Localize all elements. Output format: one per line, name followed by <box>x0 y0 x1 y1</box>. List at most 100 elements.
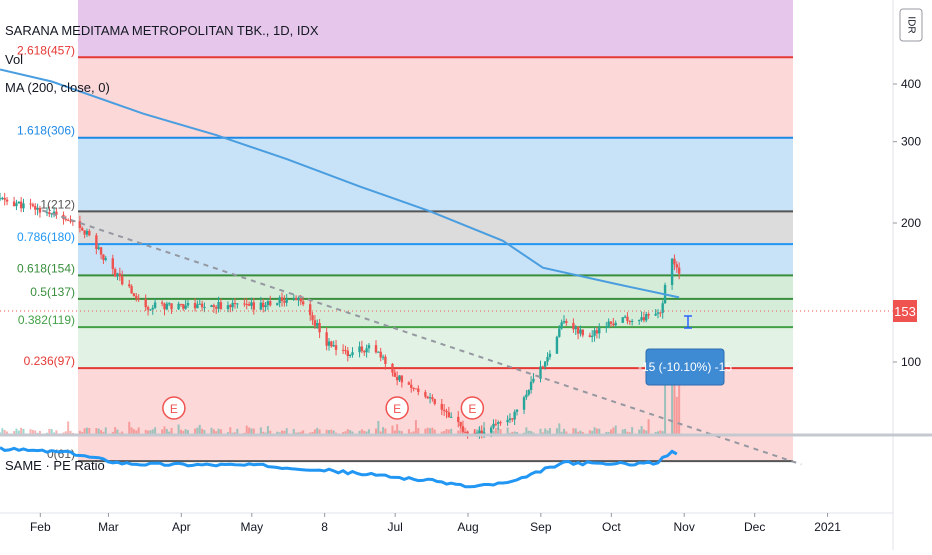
volume-bar <box>95 428 98 435</box>
volume-bar <box>104 427 107 435</box>
candle <box>374 340 378 354</box>
volume-bar <box>657 431 659 435</box>
candle <box>121 270 124 286</box>
volume-bar <box>431 427 434 435</box>
candle <box>170 303 173 314</box>
candle <box>266 298 270 310</box>
candle <box>348 353 352 358</box>
candle <box>499 420 502 426</box>
volume-bar <box>457 430 460 435</box>
volume-bar <box>631 427 634 435</box>
volume-bar <box>163 426 166 435</box>
volume-bar <box>196 427 199 435</box>
volume-bar <box>135 430 138 435</box>
currency-badge-box <box>899 8 923 42</box>
fib-level-label: 0.382(119) <box>18 313 75 327</box>
candle <box>431 394 434 402</box>
price-axis[interactable]: 100 200 300 400 <box>893 77 921 369</box>
volume-bar <box>412 431 415 435</box>
volume-bar <box>525 427 528 435</box>
candle <box>574 325 577 335</box>
svg-text:E: E <box>170 402 178 416</box>
candle <box>508 413 512 424</box>
chart-title[interactable]: SARANA MEDITAMA METROPOLITAN TBK., 1D, I… <box>5 23 319 38</box>
earnings-marker[interactable]: E <box>460 396 485 420</box>
candle <box>591 330 594 343</box>
volume-bar <box>266 425 269 435</box>
volume-bar <box>346 429 349 435</box>
time-axis[interactable]: Feb Mar Apr May 8 Jul Aug Sep Oct Nov Dec 2021 <box>30 513 841 534</box>
current-price-text: 153 <box>894 304 916 319</box>
volume-bar <box>100 430 103 435</box>
volume-bar <box>638 429 641 435</box>
volume-bar <box>132 429 135 435</box>
candle <box>48 206 51 218</box>
volume-bar <box>464 427 467 435</box>
volume-bar <box>424 428 427 435</box>
currency-badge-text: IDR <box>905 16 916 33</box>
volume-bar <box>88 427 91 435</box>
volume-bar <box>3 429 6 435</box>
candle <box>69 215 72 224</box>
volume-bar <box>539 428 542 435</box>
candle <box>102 254 105 265</box>
volume-bar <box>161 429 164 435</box>
earnings-marker[interactable]: E <box>162 396 186 420</box>
candle <box>313 315 317 329</box>
candle <box>344 345 347 355</box>
volume-bar <box>198 424 201 435</box>
candle <box>332 340 335 347</box>
volume-bar <box>675 396 678 435</box>
currency-badge[interactable]: IDR <box>899 8 923 42</box>
volume-bar <box>516 431 518 435</box>
candle <box>184 300 187 310</box>
trend-line[interactable] <box>41 209 802 466</box>
candle <box>395 371 399 386</box>
candle <box>377 351 380 353</box>
candle <box>259 296 263 310</box>
candle <box>450 412 453 418</box>
candle <box>400 375 404 388</box>
candle <box>522 395 526 414</box>
x-tick-label: Mar <box>98 520 119 534</box>
indicator-label[interactable]: SAME · PE Ratio <box>5 458 105 473</box>
candle <box>428 392 432 404</box>
volume-bar <box>194 428 197 435</box>
candlestick-series[interactable] <box>0 192 681 439</box>
legend-vol[interactable]: Vol <box>5 52 23 67</box>
candle <box>626 312 629 325</box>
candle <box>283 295 286 307</box>
candle <box>351 347 354 358</box>
volume-bar <box>292 429 295 435</box>
volume-bar <box>527 430 530 435</box>
volume-bar <box>661 431 664 435</box>
candle <box>494 419 498 427</box>
y-tick-label: 400 <box>901 77 921 91</box>
volume-bar <box>151 429 154 435</box>
candle <box>250 297 253 310</box>
candle <box>144 294 147 311</box>
candle <box>264 302 267 312</box>
y-tick-label: 100 <box>901 355 921 369</box>
legend-ma[interactable]: MA (200, close, 0) <box>5 80 110 95</box>
candle <box>461 420 465 434</box>
volume-bar <box>513 431 516 435</box>
candle <box>661 300 664 319</box>
candle <box>572 318 575 333</box>
volume-bar <box>382 427 385 435</box>
volume-bar <box>69 430 72 435</box>
candle <box>565 318 568 326</box>
volume-bar <box>165 429 168 435</box>
volume-bar <box>111 431 114 435</box>
volume-bar <box>147 430 150 435</box>
volume-bar <box>426 427 429 435</box>
candle <box>645 311 648 323</box>
volume-bar <box>311 431 314 435</box>
earnings-marker[interactable]: E <box>385 396 409 420</box>
candle <box>410 379 413 393</box>
volume-bar <box>344 431 347 435</box>
price-measure-tool[interactable]: -15 (-10.10%) -15 <box>638 315 732 386</box>
candle <box>186 300 190 308</box>
